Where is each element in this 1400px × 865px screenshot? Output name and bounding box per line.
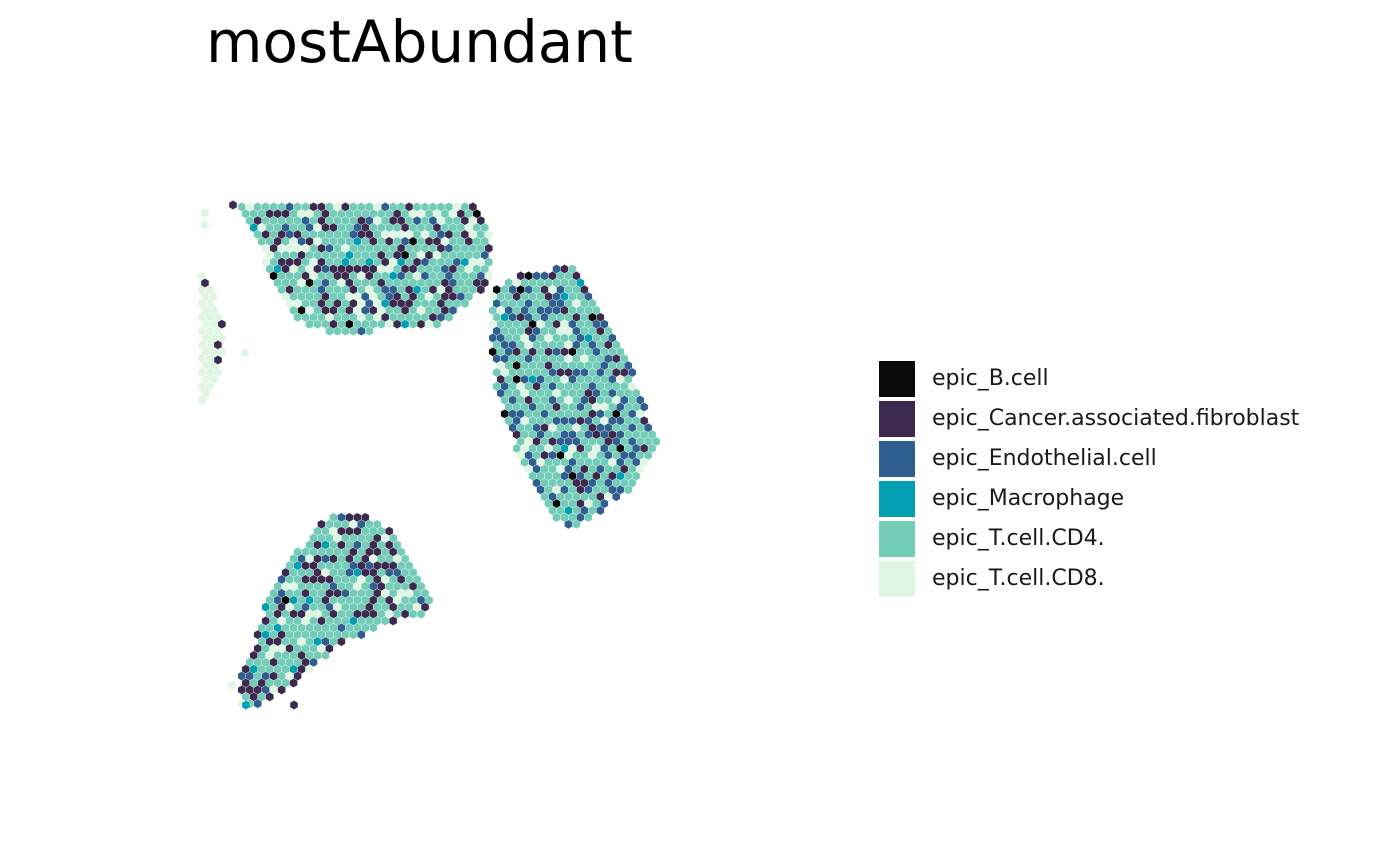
legend: epic_B.cell epic_Cancer.associated.fibro… bbox=[878, 359, 1378, 599]
legend-label-t-cell-cd8: epic_T.cell.CD8. bbox=[932, 566, 1105, 591]
spot-t-cell-cd8 bbox=[200, 220, 210, 230]
legend-label-macrophage: epic_Macrophage bbox=[932, 486, 1125, 511]
spot-t-cell-cd4 bbox=[321, 650, 330, 661]
spot-endothelial-cell bbox=[357, 629, 366, 640]
spot-endothelial-cell bbox=[596, 505, 605, 516]
spot-t-cell-cd8 bbox=[200, 208, 210, 218]
legend-swatch-cancer-associated-fibroblast bbox=[878, 400, 916, 438]
spot-cancer-associated-fibroblast bbox=[228, 200, 238, 210]
spot-cancer-associated-fibroblast bbox=[337, 636, 346, 647]
spot-cancer-associated-fibroblast bbox=[213, 355, 223, 365]
legend-item-macrophage: epic_Macrophage bbox=[878, 479, 1378, 519]
spot-t-cell-cd4 bbox=[572, 519, 581, 530]
spot-cancer-associated-fibroblast bbox=[476, 284, 485, 295]
legend-swatch-b-cell bbox=[878, 360, 916, 398]
spot-t-cell-cd4 bbox=[444, 312, 454, 323]
spot-cancer-associated-fibroblast bbox=[289, 700, 299, 710]
spot-cancer-associated-fibroblast bbox=[277, 685, 286, 695]
legend-swatch-macrophage bbox=[878, 480, 916, 518]
legend-item-cancer-associated-fibroblast: epic_Cancer.associated.fibroblast bbox=[878, 399, 1378, 439]
spot-macrophage bbox=[241, 700, 251, 710]
spot-t-cell-cd4 bbox=[432, 319, 442, 330]
legend-item-endothelial-cell: epic_Endothelial.cell bbox=[878, 439, 1378, 479]
legend-item-t-cell-cd4: epic_T.cell.CD4. bbox=[878, 519, 1378, 559]
legend-swatch-endothelial-cell bbox=[878, 440, 916, 478]
legend-item-t-cell-cd8: epic_T.cell.CD8. bbox=[878, 559, 1378, 599]
spot-t-cell-cd4 bbox=[369, 622, 378, 633]
spot-cancer-associated-fibroblast bbox=[289, 678, 298, 688]
spot-t-cell-cd4 bbox=[416, 609, 426, 619]
legend-label-endothelial-cell: epic_Endothelial.cell bbox=[932, 446, 1157, 471]
spot-t-cell-cd8 bbox=[240, 348, 250, 358]
spot-cancer-associated-fibroblast bbox=[265, 691, 274, 702]
spot-t-cell-cd8 bbox=[227, 680, 237, 690]
spot-cancer-associated-fibroblast bbox=[389, 616, 398, 626]
spot-t-cell-cd4 bbox=[460, 298, 470, 309]
spot-t-cell-cd4 bbox=[584, 512, 593, 523]
spot-endothelial-cell bbox=[612, 491, 621, 502]
spot-t-cell-cd8 bbox=[305, 664, 314, 675]
spot-endothelial-cell bbox=[253, 698, 262, 709]
spot-t-cell-cd8 bbox=[197, 395, 207, 405]
spot-t-cell-cd4 bbox=[624, 484, 633, 495]
spatial-plot bbox=[197, 200, 661, 710]
legend-label-t-cell-cd4: epic_T.cell.CD4. bbox=[932, 526, 1105, 551]
legend-label-cancer-associated-fibroblast: epic_Cancer.associated.fibroblast bbox=[932, 406, 1300, 431]
legend-swatch-t-cell-cd4 bbox=[878, 520, 916, 558]
chart-title: mostAbundant bbox=[206, 8, 633, 76]
spot-t-cell-cd4 bbox=[365, 326, 374, 336]
legend-label-b-cell: epic_B.cell bbox=[932, 366, 1049, 391]
spot-cancer-associated-fibroblast bbox=[200, 278, 210, 288]
legend-item-b-cell: epic_B.cell bbox=[878, 359, 1378, 399]
legend-swatch-t-cell-cd8 bbox=[878, 560, 916, 598]
